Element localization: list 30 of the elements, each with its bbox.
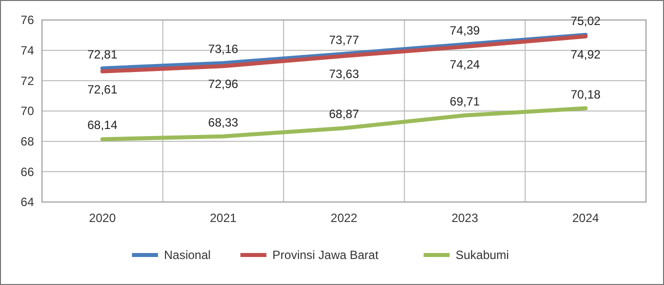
data-label: 68,87 [328, 107, 360, 122]
y-tick-label: 70 [20, 104, 34, 118]
legend-label: Nasional [164, 248, 211, 262]
data-label: 72,96 [208, 77, 239, 92]
data-label: 74,39 [450, 23, 480, 38]
legend-label: Provinsi Jawa Barat [272, 248, 380, 262]
x-tick-label: 2021 [210, 211, 237, 225]
data-label: 74,92 [570, 47, 601, 62]
data-label: 72,61 [87, 82, 118, 96]
y-tick-label: 64 [20, 195, 34, 210]
y-tick-label: 76 [20, 13, 34, 28]
data-label: 73,77 [328, 32, 360, 47]
data-label: 75,02 [570, 14, 601, 28]
data-label: 69,71 [450, 94, 480, 108]
x-tick-label: 2022 [330, 211, 358, 225]
x-tick-label: 2024 [572, 211, 600, 225]
data-label: 72,81 [87, 47, 118, 62]
data-label: 73,16 [208, 42, 239, 56]
data-label: 68,14 [87, 118, 118, 132]
y-tick-label: 68 [20, 134, 34, 149]
data-label: 70,18 [570, 87, 601, 102]
data-label: 68,33 [208, 115, 239, 130]
y-tick-label: 74 [20, 44, 34, 58]
y-tick-label: 72 [20, 74, 34, 88]
y-tick-label: 66 [20, 164, 34, 179]
legend-label: Sukabumi [456, 248, 509, 262]
data-label: 73,63 [328, 66, 360, 81]
data-label: 74,24 [450, 58, 480, 72]
x-tick-label: 2020 [89, 211, 116, 225]
x-tick-label: 2023 [451, 211, 478, 225]
